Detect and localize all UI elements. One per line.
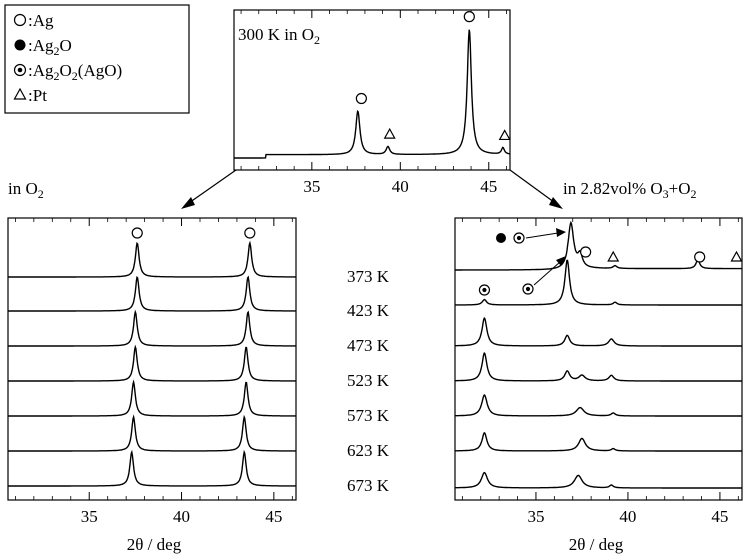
top-triangle-marker	[383, 127, 396, 139]
right-series-line	[455, 351, 742, 382]
legend-item-ag2o: :Ag2O	[14, 36, 72, 58]
right-series-line	[455, 394, 742, 417]
top-panel-tick-label: 40	[392, 177, 409, 196]
left-series-line	[8, 240, 296, 278]
left-open-circle-marker	[131, 227, 143, 239]
top-panel-title: 300 K in O2	[238, 25, 320, 47]
temp-label-523: 523 K	[347, 371, 390, 390]
callout2-arrow-head-icon	[556, 256, 566, 266]
temp-label-623: 623 K	[347, 441, 390, 460]
left-x-axis-title: 2θ / deg	[127, 535, 182, 554]
left-panel-tick-label: 35	[81, 507, 98, 526]
legend-item-ag2o2: :Ag2O2(AgO)	[13, 61, 122, 83]
callout2-arrow-line	[533, 261, 561, 286]
left-series-line	[8, 344, 296, 382]
arrow-head-left-icon	[181, 197, 195, 209]
temperature-labels: 373 K 423 K 473 K 523 K 573 K 623 K 673 …	[347, 267, 390, 495]
filled-circle-icon	[14, 39, 26, 51]
right-series-line	[455, 471, 742, 489]
right-callout-filled-circle-marker	[496, 233, 506, 243]
arrow-to-right-panel	[509, 169, 559, 206]
temp-label-373: 373 K	[347, 267, 390, 286]
right-series-line	[455, 220, 742, 271]
connector-arrows	[181, 169, 563, 209]
temp-label-423: 423 K	[347, 301, 390, 320]
callout-arrow-head-icon	[556, 228, 566, 237]
temp-label-673: 673 K	[347, 476, 390, 495]
legend-box	[4, 4, 190, 114]
left-panel-title: in O2	[8, 179, 44, 201]
top-triangle-marker	[498, 129, 511, 141]
right-open-circle-marker	[580, 246, 592, 258]
right-panel-tick-label: 40	[619, 507, 636, 526]
right-panel-frame	[454, 217, 743, 501]
right-triangle-marker	[607, 250, 620, 262]
legend-label-pt: :Pt	[28, 86, 47, 105]
left-panel-tick-label: 45	[265, 507, 282, 526]
legend-item-ag: :Ag	[13, 11, 54, 30]
left-open-circle-marker	[244, 227, 256, 239]
left-series-line	[8, 414, 296, 452]
top-panel-tick-label: 35	[303, 177, 320, 196]
right-triangle-marker	[730, 250, 743, 262]
temp-label-473: 473 K	[347, 336, 390, 355]
left-series-line	[8, 275, 296, 312]
double-circle-inner	[17, 67, 23, 73]
top-open-circle-marker	[355, 92, 367, 105]
right-series-line	[455, 316, 742, 347]
right-callout2-double-circle-marker	[522, 283, 534, 295]
triangle-icon	[13, 87, 27, 100]
top-panel-tick-label: 45	[480, 177, 497, 196]
top-pattern-line	[234, 29, 510, 159]
legend-label-ag2o: :Ag2O	[28, 36, 72, 58]
temp-label-573: 573 K	[347, 406, 390, 425]
right-double-circle-marker	[478, 284, 491, 296]
legend-item-pt: :Pt	[13, 86, 47, 105]
open-circle-icon	[13, 13, 27, 27]
right-series-line	[455, 431, 742, 452]
left-series-line	[8, 449, 296, 487]
top-open-circle-marker	[463, 11, 475, 23]
callout-arrow-line	[525, 232, 559, 239]
right-panel-tick-label: 45	[711, 507, 728, 526]
right-series-line	[455, 259, 742, 306]
legend-label-ag: :Ag	[28, 11, 54, 30]
left-panel-frame	[7, 217, 297, 501]
right-panel: 35 40 45	[454, 217, 743, 526]
left-series-line	[8, 309, 296, 347]
right-panel-title: in 2.82vol% O3+O2	[563, 179, 697, 201]
right-callout-double-circle-marker	[513, 232, 525, 244]
arrow-to-left-panel	[185, 169, 237, 206]
left-panel-tick-label: 40	[173, 507, 190, 526]
legend: :Ag :Ag2O :Ag2O2(AgO) :Pt	[4, 4, 190, 114]
top-panel-frame	[233, 9, 511, 171]
right-x-axis-title: 2θ / deg	[569, 535, 624, 554]
legend-label-ag2o2: :Ag2O2(AgO)	[28, 61, 122, 83]
arrow-head-right-icon	[549, 197, 563, 209]
right-panel-tick-label: 35	[527, 507, 544, 526]
right-open-circle-marker	[694, 251, 706, 263]
left-series-line	[8, 379, 296, 417]
top-panel: 35 40 45	[233, 9, 511, 196]
left-panel: 35 40 45	[7, 217, 297, 526]
